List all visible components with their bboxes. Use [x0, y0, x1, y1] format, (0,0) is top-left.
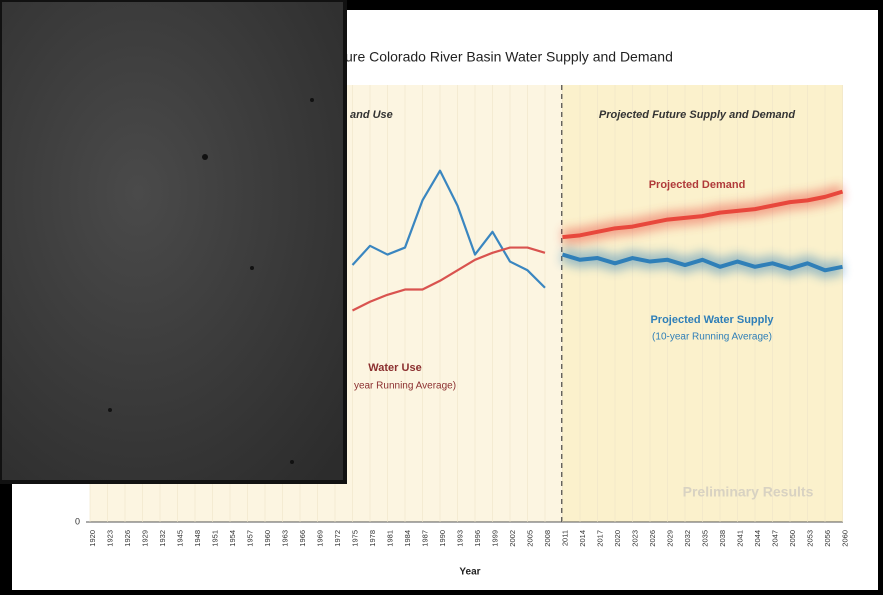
x-tick-label: 2005 — [525, 530, 534, 547]
x-tick-label: 1999 — [490, 530, 499, 547]
x-tick-label: 2038 — [718, 530, 727, 547]
x-tick-label: 2032 — [683, 530, 692, 547]
speck — [202, 154, 208, 160]
x-tick-label: 1951 — [210, 530, 219, 547]
x-tick-label: 1963 — [280, 530, 289, 547]
annotation: and Use — [350, 109, 393, 121]
x-tick-label: 1987 — [420, 530, 429, 547]
y-tick-label: 0 — [75, 516, 80, 526]
x-tick-label: 1993 — [455, 530, 464, 547]
x-tick-label: 2029 — [665, 530, 674, 547]
x-tick-label: 2017 — [595, 530, 604, 547]
annotation: Projected Water Supply — [650, 314, 774, 326]
x-tick-label: 1932 — [158, 530, 167, 547]
speck — [310, 98, 314, 102]
x-tick-label: 2014 — [578, 530, 587, 547]
photo-overlay — [0, 0, 345, 482]
x-tick-label: 1926 — [123, 530, 132, 547]
chart-title: ure Colorado River Basin Water Supply an… — [345, 49, 673, 65]
x-tick-label: 1957 — [245, 530, 254, 547]
x-tick-label: 1996 — [473, 530, 482, 547]
x-tick-label: 2008 — [543, 530, 552, 547]
speck — [108, 408, 112, 412]
x-tick-label: 2035 — [700, 530, 709, 547]
x-tick-label: 1948 — [193, 530, 202, 547]
x-tick-label: 1972 — [333, 530, 342, 547]
x-tick-label: 1990 — [438, 530, 447, 547]
x-tick-label: 2023 — [630, 530, 639, 547]
x-tick-label: 1975 — [350, 530, 359, 547]
x-tick-label: 1960 — [263, 530, 272, 547]
annotation: year Running Average) — [354, 381, 456, 392]
annotation: Preliminary Results — [683, 484, 814, 500]
x-tick-label: 2011 — [560, 530, 569, 546]
x-tick-label: 2044 — [753, 530, 762, 547]
x-tick-label: 1929 — [140, 530, 149, 547]
x-tick-label: 2002 — [508, 530, 517, 547]
annotation: (10-year Running Average) — [652, 332, 772, 343]
x-tick-label: 2020 — [613, 530, 622, 547]
x-tick-label: 1981 — [385, 530, 394, 547]
x-tick-label: 2060 — [840, 530, 849, 547]
annotation: Water Use — [368, 362, 421, 374]
x-tick-label: 1920 — [88, 530, 97, 547]
x-tick-label: 2026 — [648, 530, 657, 547]
page: ure Colorado River Basin Water Supply an… — [0, 0, 883, 595]
x-tick-label: 1945 — [175, 530, 184, 547]
x-tick-label: 2050 — [788, 530, 797, 547]
x-tick-label: 2053 — [805, 530, 814, 547]
x-tick-label: 1984 — [403, 530, 412, 547]
x-tick-label: 2056 — [823, 530, 832, 547]
x-tick-label: 1966 — [298, 530, 307, 547]
speck — [250, 266, 254, 270]
x-tick-label: 2047 — [770, 530, 779, 547]
x-tick-label: 1969 — [315, 530, 324, 547]
annotation: Projected Future Supply and Demand — [599, 109, 795, 121]
x-tick-label: 1954 — [228, 530, 237, 547]
speck — [290, 460, 294, 464]
x-tick-label: 1978 — [368, 530, 377, 547]
x-tick-label: 1923 — [105, 530, 114, 547]
photo — [0, 0, 345, 482]
annotation: Projected Demand — [649, 179, 746, 191]
x-axis-label: Year — [459, 567, 480, 578]
screenshot: ure Colorado River Basin Water Supply an… — [0, 0, 883, 595]
x-tick-label: 2041 — [735, 530, 744, 547]
